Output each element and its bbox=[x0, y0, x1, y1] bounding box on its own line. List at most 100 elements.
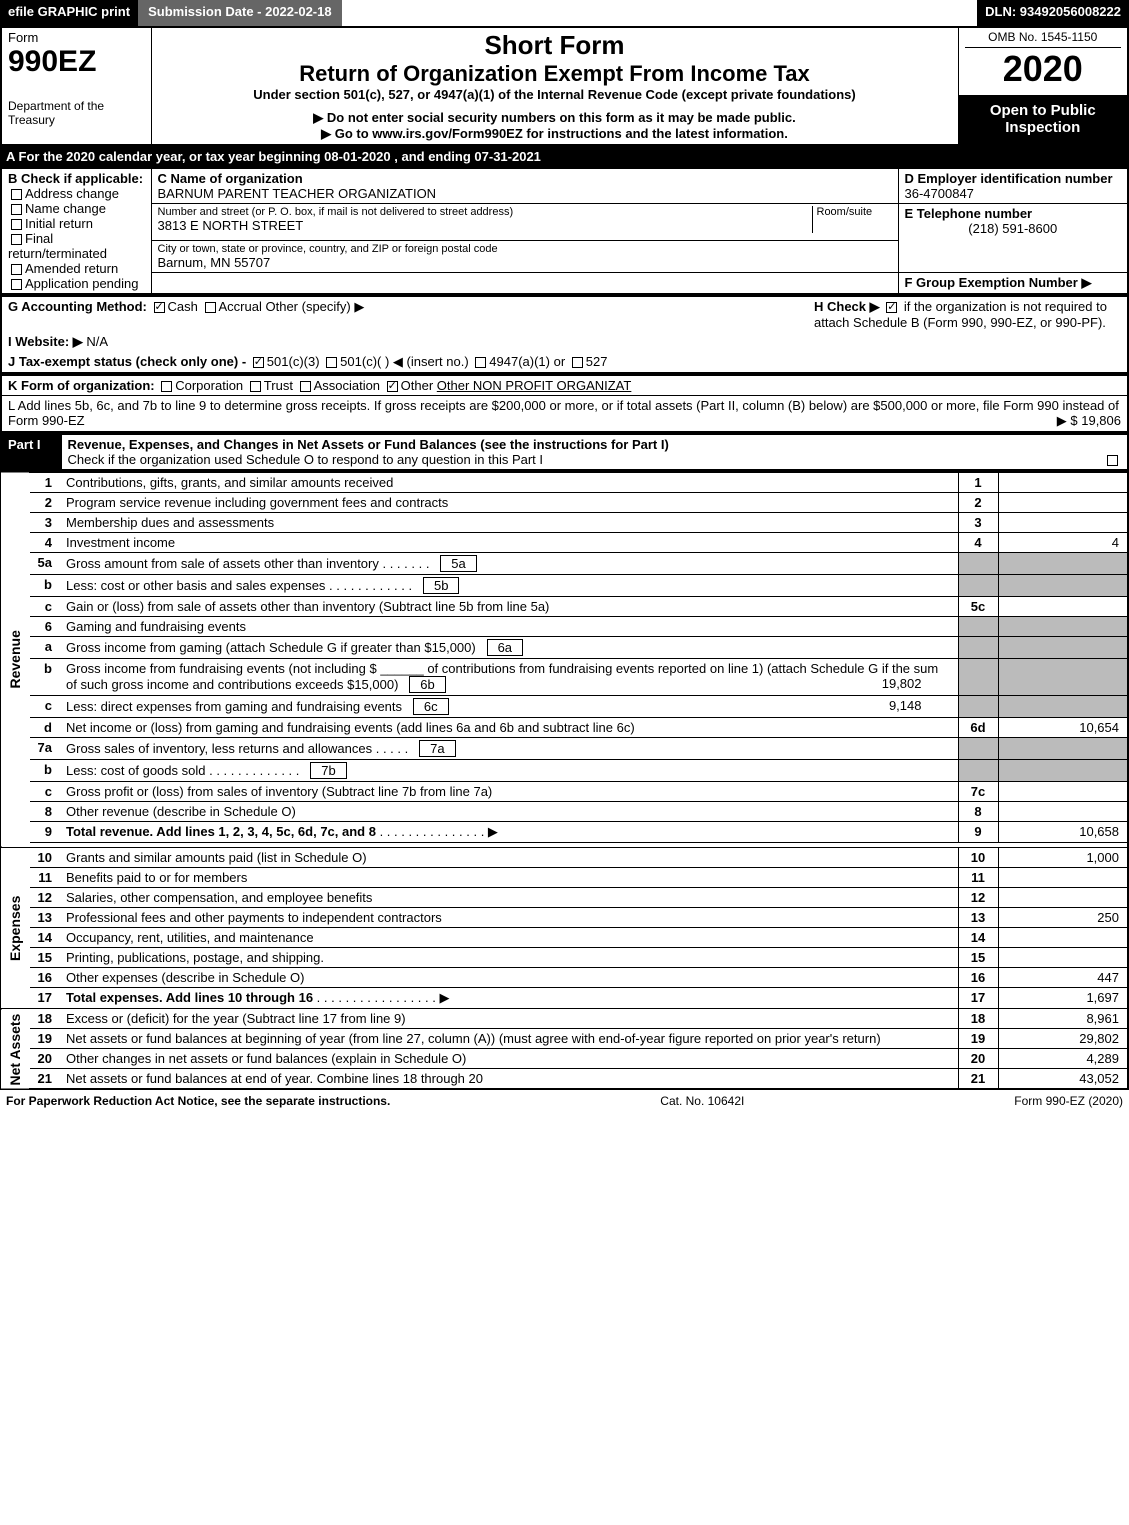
line7b: Less: cost of goods sold bbox=[66, 763, 205, 778]
line10: Grants and similar amounts paid (list in… bbox=[60, 848, 958, 868]
chk-amended[interactable] bbox=[11, 264, 22, 275]
website: N/A bbox=[86, 334, 108, 349]
dept-label: Department of the Treasury bbox=[8, 99, 145, 127]
chk-527[interactable] bbox=[572, 357, 583, 368]
chk-trust[interactable] bbox=[250, 381, 261, 392]
city: Barnum, MN 55707 bbox=[158, 255, 892, 270]
footer-mid: Cat. No. 10642I bbox=[660, 1094, 744, 1108]
section-b-label: B Check if applicable: bbox=[8, 171, 145, 186]
k-label: K Form of organization: bbox=[8, 378, 155, 393]
form-label: Form bbox=[8, 30, 145, 45]
line4: Investment income bbox=[60, 533, 958, 553]
omb: OMB No. 1545-1150 bbox=[965, 30, 1122, 48]
c-name-label: C Name of organization bbox=[158, 171, 892, 186]
f-group-label: F Group Exemption Number ▶ bbox=[905, 275, 1122, 291]
line8: Other revenue (describe in Schedule O) bbox=[60, 802, 958, 822]
chk-other-org[interactable] bbox=[387, 381, 398, 392]
amt9: 10,658 bbox=[998, 822, 1128, 843]
chk-scheduleb[interactable] bbox=[886, 302, 897, 313]
revenue-sidebar: Revenue bbox=[1, 472, 30, 848]
footer-right: Form 990-EZ (2020) bbox=[1014, 1094, 1123, 1108]
org-name: BARNUM PARENT TEACHER ORGANIZATION bbox=[158, 186, 892, 201]
other-org: Other NON PROFIT ORGANIZAT bbox=[437, 378, 632, 393]
chk-scheduleo[interactable] bbox=[1107, 455, 1118, 466]
line14: Occupancy, rent, utilities, and maintena… bbox=[60, 928, 958, 948]
return-title: Return of Organization Exempt From Incom… bbox=[158, 61, 952, 87]
chk-initial[interactable] bbox=[11, 219, 22, 230]
chk-final[interactable] bbox=[11, 234, 22, 245]
short-form-label: Short Form bbox=[158, 30, 952, 61]
line18: Excess or (deficit) for the year (Subtra… bbox=[60, 1009, 958, 1029]
netassets-sidebar: Net Assets bbox=[1, 1009, 30, 1090]
line5a: Gross amount from sale of assets other t… bbox=[66, 556, 379, 571]
amt6d: 10,654 bbox=[998, 718, 1128, 738]
amt10: 1,000 bbox=[998, 848, 1128, 868]
chk-corp[interactable] bbox=[161, 381, 172, 392]
line2: Program service revenue including govern… bbox=[60, 493, 958, 513]
subtitle: Under section 501(c), 527, or 4947(a)(1)… bbox=[158, 87, 952, 102]
part1-title: Revenue, Expenses, and Changes in Net As… bbox=[68, 437, 669, 452]
warn-link: ▶ Go to www.irs.gov/Form990EZ for instru… bbox=[158, 126, 952, 142]
line12: Salaries, other compensation, and employ… bbox=[60, 888, 958, 908]
line5c: Gain or (loss) from sale of assets other… bbox=[60, 597, 958, 617]
period-row: A For the 2020 calendar year, or tax yea… bbox=[0, 146, 1129, 167]
line6a: Gross income from gaming (attach Schedul… bbox=[66, 640, 476, 655]
amt6b: 19,802 bbox=[882, 676, 952, 691]
line6c: Less: direct expenses from gaming and fu… bbox=[66, 699, 402, 714]
submission-date: Submission Date - 2022-02-18 bbox=[138, 0, 342, 26]
i-label: I Website: ▶ bbox=[8, 334, 83, 349]
e-phone-label: E Telephone number bbox=[905, 206, 1122, 221]
phone: (218) 591-8600 bbox=[905, 221, 1122, 236]
chk-501c3[interactable] bbox=[253, 357, 264, 368]
amt16: 447 bbox=[998, 968, 1128, 988]
line6d: Net income or (loss) from gaming and fun… bbox=[60, 718, 958, 738]
chk-accrual[interactable] bbox=[205, 302, 216, 313]
chk-4947[interactable] bbox=[475, 357, 486, 368]
line3: Membership dues and assessments bbox=[60, 513, 958, 533]
line7c: Gross profit or (loss) from sales of inv… bbox=[60, 782, 958, 802]
amt6c: 9,148 bbox=[889, 698, 952, 713]
lines-table: Revenue 1Contributions, gifts, grants, a… bbox=[0, 471, 1129, 1090]
amt20: 4,289 bbox=[998, 1049, 1128, 1069]
part1-label: Part I bbox=[1, 434, 61, 470]
line9: Total revenue. Add lines 1, 2, 3, 4, 5c,… bbox=[66, 824, 376, 839]
chk-name[interactable] bbox=[11, 204, 22, 215]
efile-label: efile GRAPHIC print bbox=[0, 0, 138, 26]
footer-left: For Paperwork Reduction Act Notice, see … bbox=[6, 1094, 390, 1108]
line6: Gaming and fundraising events bbox=[60, 617, 958, 637]
amt17: 1,697 bbox=[998, 988, 1128, 1009]
j-label: J Tax-exempt status (check only one) - bbox=[8, 354, 246, 369]
chk-address[interactable] bbox=[11, 189, 22, 200]
line6b-pre: Gross income from fundraising events (no… bbox=[66, 661, 377, 676]
amt4: 4 bbox=[998, 533, 1128, 553]
amt13: 250 bbox=[998, 908, 1128, 928]
chk-pending[interactable] bbox=[11, 279, 22, 290]
line17: Total expenses. Add lines 10 through 16 bbox=[66, 990, 313, 1005]
line5b: Less: cost or other basis and sales expe… bbox=[66, 578, 325, 593]
entity-info: B Check if applicable: Address change Na… bbox=[0, 167, 1129, 295]
h-label: H Check ▶ bbox=[814, 299, 880, 314]
street: 3813 E NORTH STREET bbox=[158, 218, 812, 233]
chk-assoc[interactable] bbox=[300, 381, 311, 392]
d-ein-label: D Employer identification number bbox=[905, 171, 1122, 186]
l-text: L Add lines 5b, 6c, and 7b to line 9 to … bbox=[8, 398, 1119, 428]
line19: Net assets or fund balances at beginning… bbox=[60, 1029, 958, 1049]
dln: DLN: 93492056008222 bbox=[977, 0, 1129, 26]
amt21: 43,052 bbox=[998, 1069, 1128, 1090]
line11: Benefits paid to or for members bbox=[60, 868, 958, 888]
g-h-section: G Accounting Method: Cash Accrual Other … bbox=[0, 295, 1129, 374]
city-label: City or town, state or province, country… bbox=[158, 243, 892, 255]
l-amt: ▶ $ 19,806 bbox=[1057, 413, 1121, 429]
ein: 36-4700847 bbox=[905, 186, 1122, 201]
footer: For Paperwork Reduction Act Notice, see … bbox=[0, 1090, 1129, 1112]
part1-header: Part I Revenue, Expenses, and Changes in… bbox=[0, 433, 1129, 471]
chk-cash[interactable] bbox=[154, 302, 165, 313]
line21: Net assets or fund balances at end of ye… bbox=[60, 1069, 958, 1090]
form-number: 990EZ bbox=[8, 45, 145, 79]
line20: Other changes in net assets or fund bala… bbox=[60, 1049, 958, 1069]
expenses-sidebar: Expenses bbox=[1, 848, 30, 1009]
line13: Professional fees and other payments to … bbox=[60, 908, 958, 928]
amt18: 8,961 bbox=[998, 1009, 1128, 1029]
chk-501c[interactable] bbox=[326, 357, 337, 368]
g-label: G Accounting Method: bbox=[8, 299, 147, 314]
